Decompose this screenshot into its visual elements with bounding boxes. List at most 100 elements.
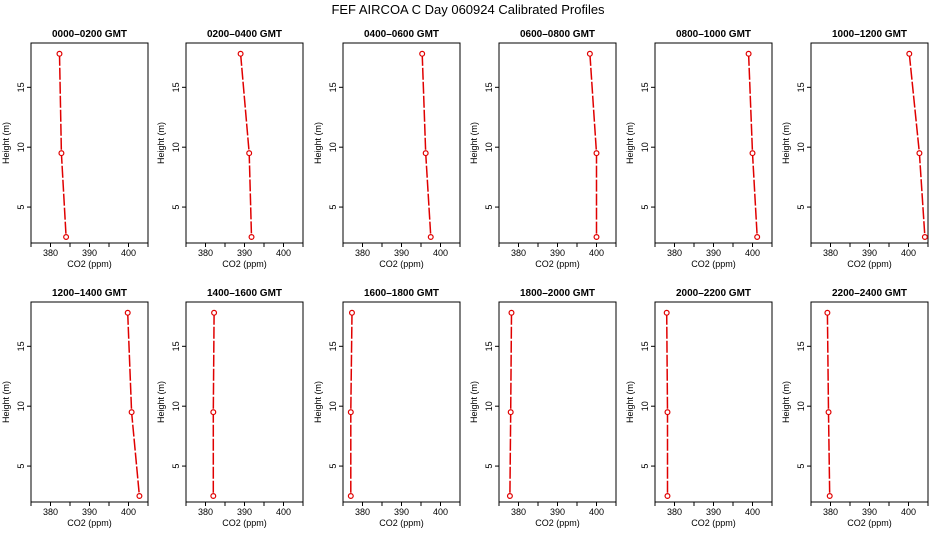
y-tick-label: 10: [484, 142, 494, 152]
data-point: [906, 50, 913, 57]
panel-title: 2200–2400 GMT: [832, 288, 907, 299]
profile-panel: 0000–0200 GMT 380 390 400 5 10 15 CO2 (ppm) Heig…: [1, 29, 149, 269]
x-tick-label: 380: [823, 248, 838, 258]
data-point: [422, 150, 429, 157]
data-point: [128, 409, 135, 416]
panel-title: 1200–1400 GMT: [52, 288, 127, 299]
profile-line: [58, 53, 67, 238]
x-tick-label: 380: [667, 507, 682, 517]
y-tick-label: 15: [171, 341, 181, 351]
x-axis-label: CO2 (ppm): [847, 518, 892, 528]
y-axis-label: Height (m): [313, 122, 323, 164]
x-axis-label: CO2 (ppm): [67, 259, 112, 269]
y-tick-label: 5: [16, 464, 26, 469]
x-tick-label: 400: [745, 507, 760, 517]
x-tick-label: 400: [276, 248, 291, 258]
plot-frame: [342, 42, 461, 244]
panel-title: 2000–2200 GMT: [676, 288, 751, 299]
x-axis-label: CO2 (ppm): [535, 259, 580, 269]
data-point: [136, 493, 143, 500]
data-point: [348, 309, 355, 316]
data-point: [916, 150, 923, 157]
y-tick-label: 15: [171, 82, 181, 92]
y-tick-label: 15: [796, 341, 806, 351]
data-point: [246, 150, 253, 157]
x-tick-label: 380: [667, 248, 682, 258]
y-axis-label: Height (m): [781, 381, 791, 423]
data-point: [824, 309, 831, 316]
y-tick-label: 10: [796, 401, 806, 411]
data-point: [210, 493, 217, 500]
x-tick-label: 380: [198, 248, 213, 258]
y-tick-label: 5: [171, 205, 181, 210]
y-tick-label: 15: [16, 82, 26, 92]
profile-panel: 1000–1200 GMT 380 390 400 5 10 15 CO2 (ppm) Heig…: [781, 29, 929, 269]
y-tick-label: 5: [328, 205, 338, 210]
y-tick-label: 10: [16, 142, 26, 152]
y-tick-label: 5: [640, 205, 650, 210]
plot-frame: [654, 42, 773, 244]
y-tick-label: 15: [796, 82, 806, 92]
y-axis-label: Height (m): [1, 122, 11, 164]
x-axis-label: CO2 (ppm): [222, 259, 267, 269]
y-tick-label: 5: [328, 464, 338, 469]
profile-line: [747, 53, 758, 238]
profile-line: [665, 312, 669, 496]
y-axis-label: Height (m): [469, 122, 479, 164]
data-point: [427, 234, 434, 241]
x-tick-label: 390: [394, 507, 409, 517]
x-axis-label: CO2 (ppm): [691, 518, 736, 528]
y-tick-label: 10: [328, 401, 338, 411]
figure-title: FEF AIRCOA C Day 060924 Calibrated Profi…: [331, 2, 605, 17]
x-tick-label: 400: [745, 248, 760, 258]
x-axis-label: CO2 (ppm): [67, 518, 112, 528]
y-tick-label: 10: [796, 142, 806, 152]
data-point: [754, 234, 761, 241]
profile-panel: 1600–1800 GMT 380 390 400 5 10 15 CO2 (ppm) Heig…: [313, 288, 461, 528]
x-tick-label: 380: [43, 507, 58, 517]
data-point: [593, 234, 600, 241]
y-tick-label: 15: [484, 341, 494, 351]
x-tick-label: 390: [862, 248, 877, 258]
profile-line: [212, 312, 215, 496]
x-tick-label: 390: [550, 248, 565, 258]
profile-panel: 1200–1400 GMT 380 390 400 5 10 15 CO2 (ppm) Heig…: [1, 288, 149, 528]
y-axis-label: Height (m): [1, 381, 11, 423]
plot-frame: [498, 42, 617, 244]
y-tick-label: 15: [640, 82, 650, 92]
panel-title: 0400–0600 GMT: [364, 29, 439, 40]
x-axis-label: CO2 (ppm): [379, 259, 424, 269]
plot-frame: [185, 301, 304, 503]
panel-title: 1000–1200 GMT: [832, 29, 907, 40]
x-tick-label: 380: [511, 507, 526, 517]
y-tick-label: 10: [16, 401, 26, 411]
profile-panel: 0400–0600 GMT 380 390 400 5 10 15 CO2 (ppm) Heig…: [313, 29, 461, 269]
y-tick-label: 10: [640, 142, 650, 152]
y-tick-label: 15: [328, 341, 338, 351]
x-tick-label: 390: [82, 507, 97, 517]
y-axis-label: Height (m): [469, 381, 479, 423]
plot-frame: [185, 42, 304, 244]
y-tick-label: 5: [796, 464, 806, 469]
profile-panel: 2200–2400 GMT 380 390 400 5 10 15 CO2 (ppm) Heig…: [781, 288, 929, 528]
x-tick-label: 400: [901, 248, 916, 258]
data-point: [745, 50, 752, 57]
x-tick-label: 380: [355, 248, 370, 258]
data-point: [56, 50, 63, 57]
plot-frame: [30, 42, 149, 244]
panel-title: 1400–1600 GMT: [207, 288, 282, 299]
x-axis-label: CO2 (ppm): [847, 259, 892, 269]
plot-frame: [810, 42, 929, 244]
panel-title: 0600–0800 GMT: [520, 29, 595, 40]
y-tick-label: 10: [171, 142, 181, 152]
y-axis-label: Height (m): [156, 122, 166, 164]
data-point: [506, 493, 513, 500]
data-point: [664, 493, 671, 500]
profile-line: [421, 53, 432, 238]
x-tick-label: 390: [550, 507, 565, 517]
profile-line: [239, 53, 253, 238]
data-point: [586, 50, 593, 57]
data-point: [664, 409, 671, 416]
panel-title: 1800–2000 GMT: [520, 288, 595, 299]
y-tick-label: 10: [484, 401, 494, 411]
